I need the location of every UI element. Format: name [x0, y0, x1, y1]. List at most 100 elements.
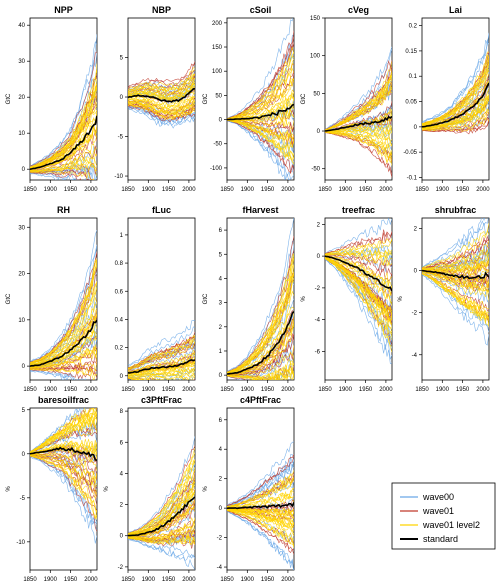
y-tick-label: 0 [120, 95, 124, 101]
ensemble-line-wave01_level2 [128, 104, 195, 120]
ensemble-line-wave01_level2 [128, 96, 195, 110]
ensemble-line-wave01_level2 [227, 306, 294, 374]
panel-cVeg: cVeg GtC -50 0 50 100 150 1850 1900 1950 2000 [301, 5, 393, 193]
y-tick-label: 0 [120, 534, 124, 540]
ensemble-lines [227, 218, 294, 380]
y-tick-label: -0.1 [407, 175, 418, 181]
y-tick-label: 30 [18, 59, 25, 65]
panel-title: treefrac [342, 205, 375, 215]
ensemble-line-wave01_level2 [30, 337, 97, 368]
ensemble-line-wave01_level2 [422, 95, 489, 128]
ensemble-line-wave01_level2 [422, 110, 489, 131]
ensemble-line-wave01_level2 [30, 412, 97, 453]
panel-fHarvest: fHarvest GtC 0 1 2 3 4 5 6 1850 1900 1950 2000 [203, 205, 295, 393]
ensemble-line-wave01_level2 [128, 98, 195, 112]
ensemble-line-wave01 [128, 376, 195, 380]
ensemble-line-wave01_level2 [422, 51, 489, 124]
ensemble-line-wave01_level2 [422, 270, 489, 286]
ensemble-line-wave00 [30, 370, 78, 380]
y-tick-label: 0 [22, 167, 26, 173]
ensemble-line-wave01_level2 [227, 493, 294, 509]
y-tick-label: 200 [212, 21, 223, 27]
ensemble-line-wave00 [422, 218, 489, 267]
ensemble-line-wave00 [227, 120, 294, 173]
ensemble-line-wave01_level2 [30, 70, 97, 168]
ensemble-line-wave01_level2 [325, 257, 392, 338]
panel-title: baresoilfrac [38, 395, 89, 405]
ensemble-line-wave01_level2 [227, 58, 294, 120]
y-tick-label: -4 [412, 353, 418, 359]
x-tick-label: 1850 [121, 387, 135, 393]
ensemble-line-wave00 [30, 244, 97, 363]
x-tick-label: 1900 [44, 577, 58, 583]
ensemble-line-wave01_level2 [128, 375, 195, 380]
ensemble-line-wave01_level2 [128, 77, 195, 97]
y-tick-label: 0 [219, 373, 223, 379]
panel-title: fLuc [152, 205, 171, 215]
ensemble-line-wave01 [227, 235, 294, 373]
ensemble-line-wave01_level2 [325, 255, 392, 285]
x-tick-label: 1900 [241, 387, 255, 393]
ensemble-line-wave01_level2 [128, 74, 195, 96]
ensemble-line-wave00 [227, 120, 294, 180]
ensemble-line-wave00 [227, 218, 294, 372]
x-tick-label: 1850 [23, 387, 37, 393]
ensemble-line-wave01_level2 [325, 255, 392, 289]
standard-line [227, 103, 294, 121]
y-tick-label: 0 [317, 129, 321, 135]
x-tick-label: 2000 [379, 187, 393, 193]
ensemble-line-wave00 [30, 456, 97, 544]
standard-line [30, 115, 97, 170]
ensemble-line-wave01_level2 [227, 487, 294, 508]
y-tick-label: 4 [219, 447, 223, 453]
y-axis-label: % [301, 296, 307, 302]
y-axis-label: % [104, 486, 110, 492]
x-tick-label: 1850 [121, 187, 135, 193]
y-tick-label: 0.2 [409, 24, 418, 30]
ensemble-line-wave01_level2 [30, 422, 97, 454]
y-axis-label: % [398, 296, 404, 302]
ensemble-line-wave01_level2 [128, 516, 195, 540]
ensemble-line-wave01_level2 [30, 143, 97, 171]
ensemble-line-wave00 [128, 320, 195, 365]
ensemble-line-wave01 [30, 172, 86, 180]
x-tick-label: 2000 [476, 187, 490, 193]
ensemble-line-wave01_level2 [128, 368, 195, 377]
ensemble-line-wave00 [422, 32, 489, 123]
y-tick-label: 20 [18, 95, 25, 101]
ensemble-lines [128, 61, 195, 129]
ensemble-lines [325, 218, 392, 365]
y-tick-label: 20 [18, 272, 25, 278]
ensemble-line-wave01_level2 [325, 258, 392, 353]
ensemble-line-wave01_level2 [30, 170, 95, 180]
ensemble-line-wave01_level2 [422, 54, 489, 124]
ensemble-line-wave01_level2 [128, 532, 195, 543]
x-tick-label: 1850 [318, 387, 332, 393]
ensemble-line-wave01_level2 [325, 125, 392, 136]
ensemble-line-wave00 [227, 511, 294, 570]
ensemble-line-wave01_level2 [128, 334, 195, 369]
y-tick-label: -2 [315, 286, 321, 292]
x-tick-label: 2000 [182, 187, 196, 193]
y-tick-label: 50 [215, 93, 222, 99]
ensemble-line-wave01 [325, 131, 392, 176]
ensemble-line-wave01_level2 [30, 366, 97, 380]
ensemble-line-wave01_level2 [30, 78, 97, 169]
x-tick-label: 2000 [182, 387, 196, 393]
legend-label: wave01 level2 [422, 520, 480, 530]
y-tick-label: 2 [317, 222, 321, 228]
x-tick-label: 1950 [359, 187, 373, 193]
ensemble-line-wave01_level2 [128, 506, 195, 537]
x-tick-label: 1850 [318, 187, 332, 193]
y-tick-label: 4 [120, 471, 124, 477]
x-tick-label: 1850 [220, 187, 234, 193]
ensemble-line-wave01_level2 [227, 474, 294, 507]
y-tick-label: 2 [219, 477, 223, 483]
panel-baresoilfrac: baresoilfrac% -10 -5 0 5 1850 1900 1950 2000 [6, 395, 98, 583]
x-tick-label: 2000 [84, 187, 98, 193]
plot-frame [421, 17, 490, 181]
y-axis-label: % [6, 486, 12, 492]
y-tick-label: -4 [315, 318, 321, 324]
ensemble-line-wave01_level2 [30, 408, 97, 453]
